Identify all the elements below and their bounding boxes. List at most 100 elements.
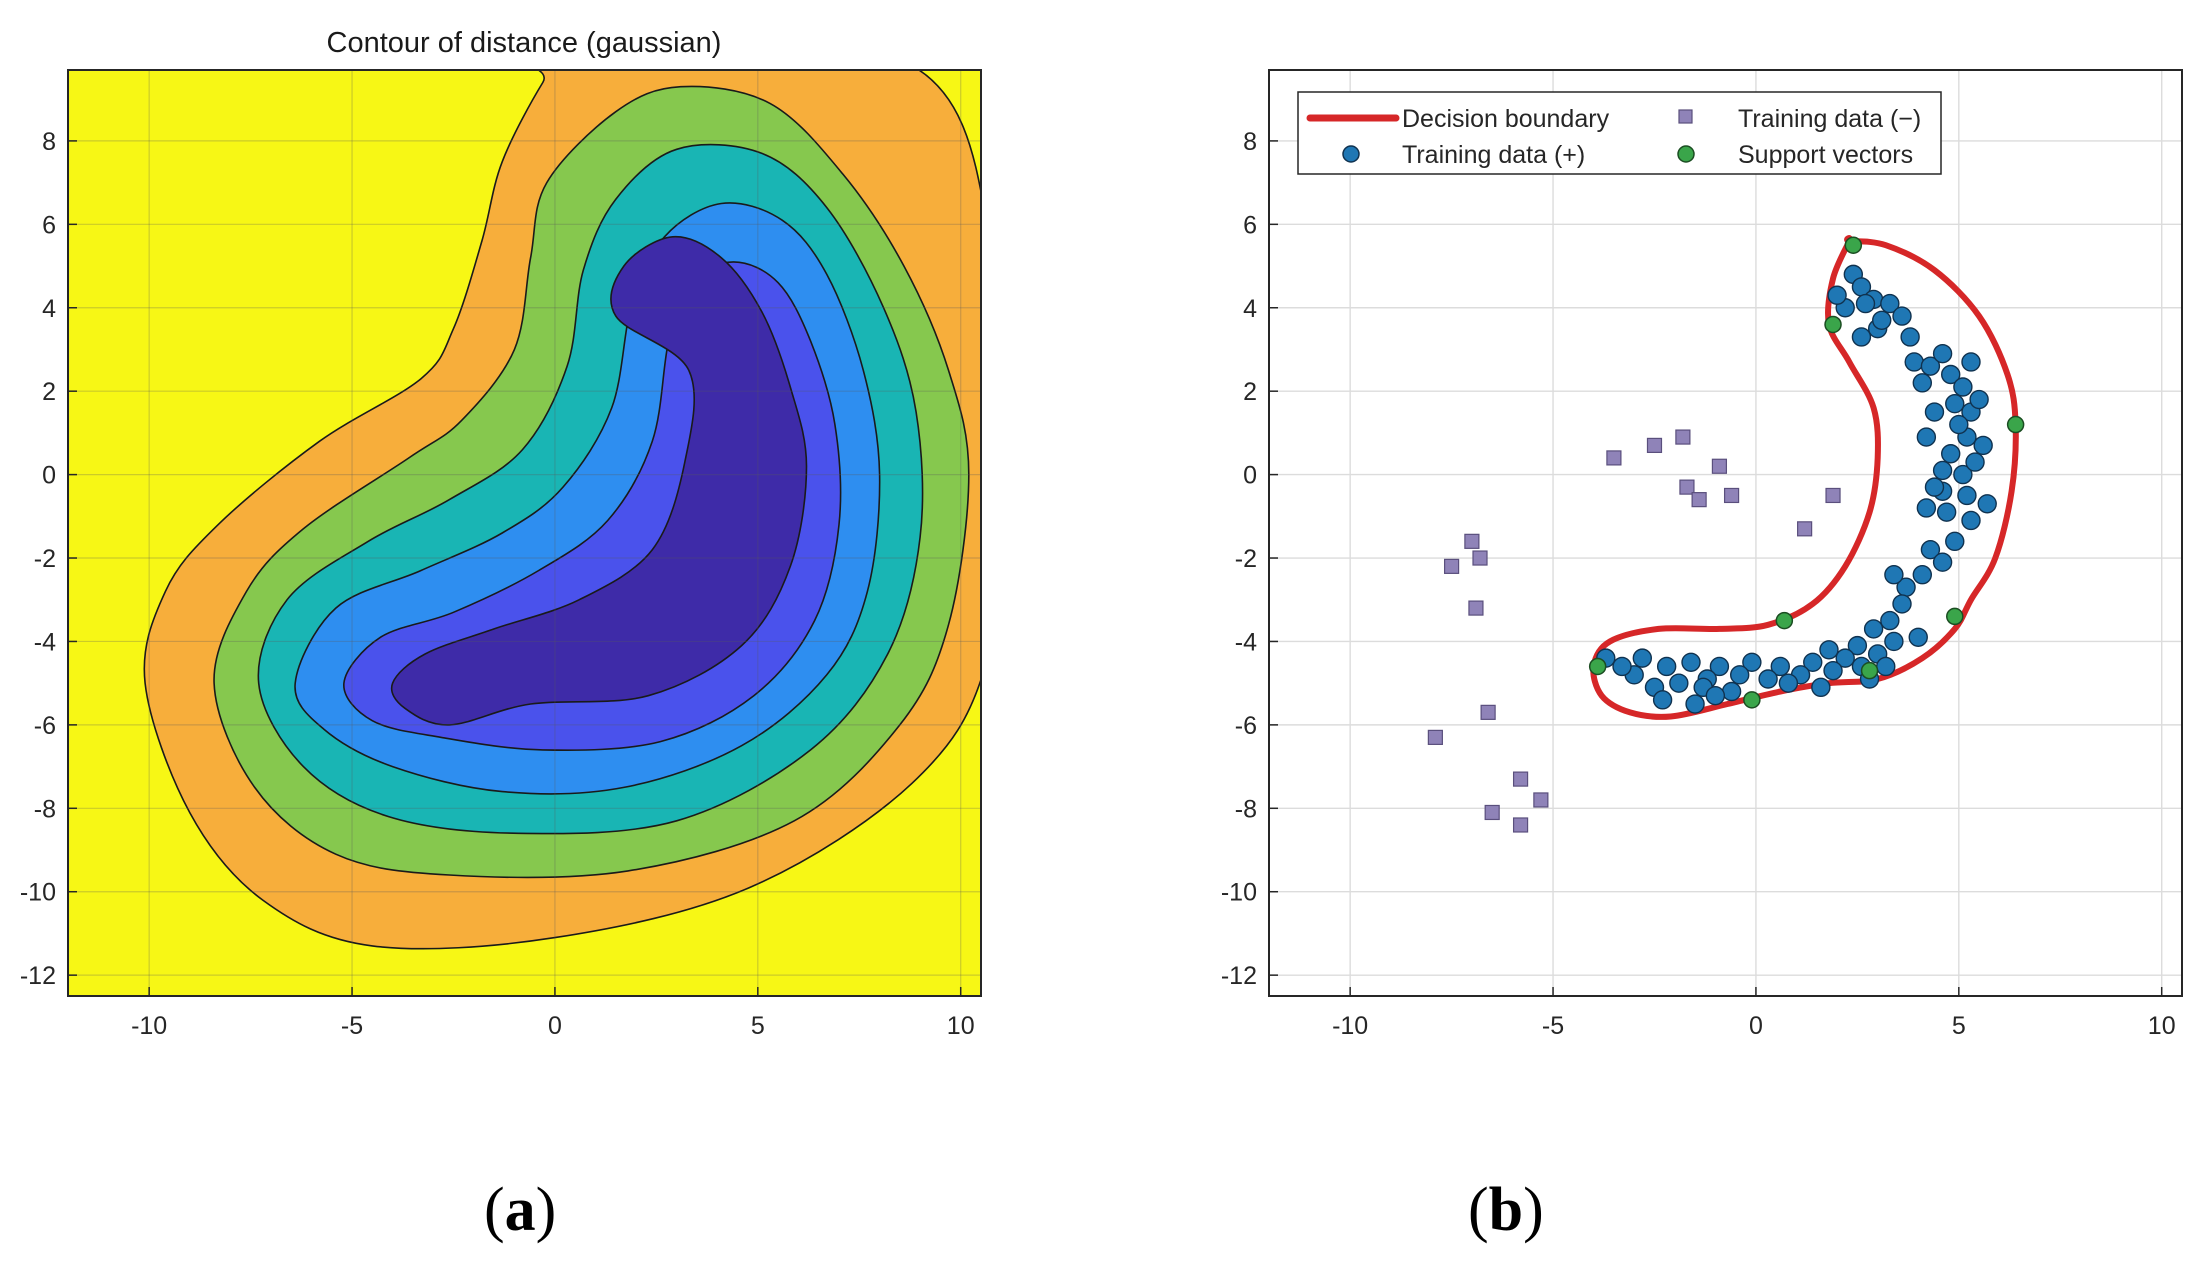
training-positive-point (1941, 444, 1961, 464)
x-tick-label: -10 (131, 1012, 167, 1040)
training-positive-point (1969, 389, 1989, 410)
training-positive-point (1863, 619, 1884, 639)
training-positive-point (1656, 656, 1677, 677)
support-vector-point (1844, 236, 1863, 254)
training-negative-point (1797, 521, 1813, 537)
training-negative-point (1711, 458, 1728, 474)
legend-positive-swatch (1342, 145, 1360, 163)
training-positive-point (1961, 510, 1981, 531)
training-positive-point (1920, 539, 1941, 560)
y-tick-label: 6 (42, 211, 56, 239)
y-tick-label: -10 (20, 879, 56, 907)
training-positive-point (1900, 327, 1920, 347)
axes-frame (67, 69, 982, 997)
support-vector-point (2006, 415, 2025, 434)
x-tick-label: 10 (2148, 1012, 2176, 1040)
x-tick-label: 10 (947, 1012, 975, 1040)
grid-lines (1269, 70, 2182, 996)
y-tick-label: -10 (1221, 879, 1257, 907)
panel-label-a-close: ) (535, 1176, 557, 1244)
training-data-positive-layer (1596, 264, 1997, 714)
training-positive-point (1912, 565, 1933, 585)
training-positive-point (1977, 494, 1997, 514)
training-negative-point (1480, 704, 1496, 720)
panel-label-a: (a) (484, 1175, 556, 1246)
x-tick-label: -5 (1542, 1012, 1564, 1040)
training-positive-point (1823, 660, 1843, 681)
y-axis-ticks: 8 6 4 2 0 -2 -4 -6 -8 -10 -12 (20, 128, 77, 990)
training-positive-point (1681, 652, 1701, 673)
support-vectors-layer (1588, 236, 2025, 709)
y-tick-label: -2 (1235, 545, 1257, 573)
training-positive-point (1965, 452, 1985, 472)
contour-fills (143, 70, 981, 950)
x-tick-label: 0 (1749, 1012, 1763, 1040)
training-positive-point (1884, 631, 1904, 652)
support-vector-point (1824, 315, 1842, 334)
contour-chart-panel-a: Contour of distance (gaussian) -10 -5 0 5 10… (20, 27, 982, 1040)
training-positive-point (1778, 673, 1799, 693)
training-positive-point (1652, 690, 1673, 710)
training-positive-point (1932, 552, 1953, 572)
training-negative-point (1512, 771, 1529, 787)
training-negative-point (1512, 817, 1529, 833)
training-positive-point (1957, 485, 1977, 506)
support-vector-point (1743, 691, 1761, 709)
training-positive-point (1936, 502, 1957, 522)
training-positive-point (1811, 677, 1831, 698)
training-positive-point (1908, 627, 1928, 647)
y-tick-label: -2 (34, 545, 56, 573)
training-positive-point (1855, 293, 1876, 314)
panel-label-a-open: ( (484, 1176, 505, 1244)
training-positive-point (1880, 610, 1900, 631)
support-vector-point (1946, 607, 1964, 626)
training-positive-point (1904, 352, 1924, 372)
y-tick-label: 0 (42, 462, 56, 490)
y-tick-label: -8 (34, 795, 56, 823)
training-positive-point (1916, 498, 1937, 518)
training-negative-point (1464, 533, 1480, 549)
training-positive-point (1803, 652, 1823, 673)
training-positive-point (1892, 306, 1912, 326)
training-positive-point (1721, 681, 1742, 702)
training-negative-point (1533, 792, 1549, 808)
y-tick-label: -4 (1235, 628, 1257, 656)
training-negative-point (1679, 479, 1695, 495)
training-positive-point (1916, 427, 1937, 447)
y-tick-label: -12 (1221, 962, 1257, 990)
training-positive-point (1758, 669, 1778, 689)
y-tick-label: 2 (1243, 378, 1257, 406)
y-tick-label: 8 (1243, 128, 1257, 156)
training-negative-point (1825, 487, 1841, 504)
training-positive-point (1945, 393, 1965, 414)
training-negative-point (1606, 450, 1622, 466)
scatter-chart-panel-b: -10 -5 0 5 10 8 6 4 2 0 -2 -4 -6 -8 -10 -12 Decision b… (1221, 69, 2183, 1040)
y-tick-label: -6 (1235, 712, 1257, 740)
x-axis-ticks: -10 -5 0 5 10 (131, 987, 975, 1040)
plot-area-background (1269, 70, 2182, 996)
legend-box (1297, 91, 1942, 175)
training-positive-point (1920, 356, 1941, 376)
training-negative-point (1723, 487, 1740, 504)
panel-label-b-close: ) (1523, 1176, 1544, 1244)
y-tick-label: -8 (1235, 795, 1257, 823)
legend-label-training-positive: Training data (+) (1402, 141, 1585, 169)
training-positive-point (1945, 531, 1965, 552)
legend-label-support-vectors: Support vectors (1738, 141, 1913, 169)
grid-lines (68, 70, 981, 996)
training-positive-point (1961, 352, 1981, 372)
y-tick-label: 8 (42, 128, 56, 156)
training-positive-point (1880, 293, 1900, 314)
training-positive-point (1953, 377, 1973, 397)
support-vector-point (1588, 657, 1607, 676)
training-negative-point (1675, 429, 1691, 445)
training-positive-point (1892, 594, 1912, 614)
y-tick-label: -12 (20, 962, 56, 990)
chart-title: Contour of distance (gaussian) (327, 27, 722, 59)
legend-support-vector-swatch (1677, 145, 1695, 163)
panel-label-b-open: ( (1468, 1176, 1489, 1244)
training-positive-point (1924, 402, 1945, 422)
training-positive-point (1632, 648, 1653, 668)
legend-label-decision-boundary: Decision boundary (1402, 105, 1610, 133)
x-tick-label: 0 (548, 1012, 562, 1040)
